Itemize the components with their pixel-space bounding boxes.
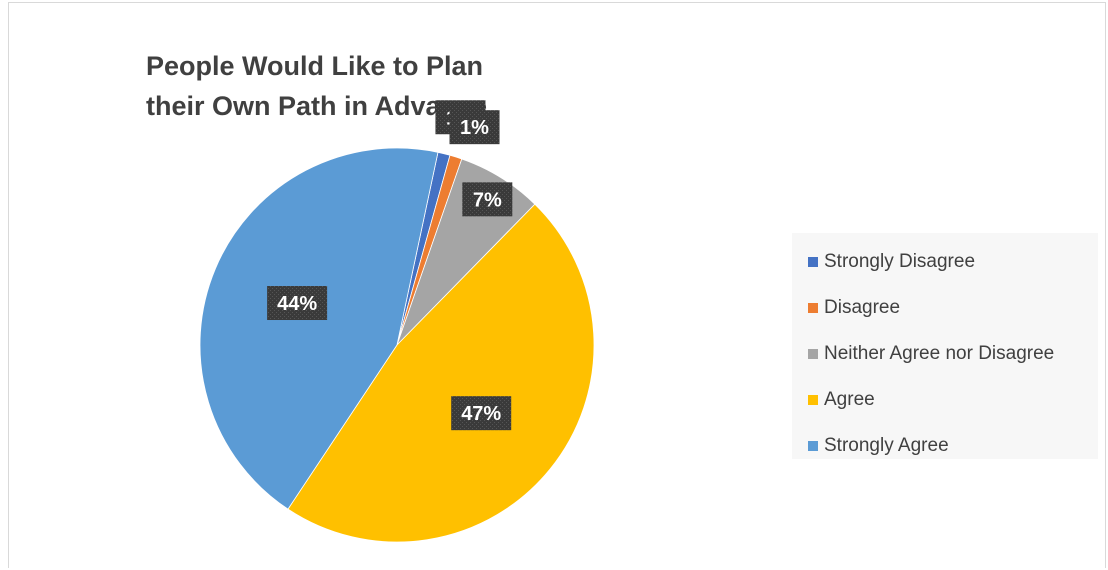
legend-label: Strongly Disagree: [824, 251, 976, 272]
data-label-neither-agree-nor-disagree: 7%: [462, 182, 513, 217]
data-label-text: 1%: [460, 117, 489, 139]
data-label-disagree: 1%: [449, 110, 500, 145]
legend-item-strongly-agree: Strongly Agree: [792, 423, 1098, 469]
pie-slices: [199, 147, 595, 543]
legend-swatch-agree: [808, 395, 818, 405]
data-label-agree: 47%: [451, 396, 512, 431]
legend-label: Strongly Agree: [824, 435, 949, 456]
chart-frame: [8, 2, 1106, 568]
pie-data-labels: 1%1%7%47%44%: [267, 100, 513, 431]
data-label-box: [449, 110, 500, 145]
data-label-text: 44%: [277, 293, 317, 315]
legend-item-agree: Agree: [792, 377, 1098, 423]
chart-title-line-1: People Would Like to Plan: [146, 51, 484, 81]
legend-swatch-disagree: [808, 303, 818, 313]
data-label-text: 7%: [473, 189, 502, 211]
pie-slice-strongly-agree: [199, 147, 439, 510]
data-label-strongly-agree: 44%: [267, 286, 328, 321]
chart-title: People Would Like to Plan their Own Path…: [146, 46, 606, 126]
legend-label: Neither Agree nor Disagree: [824, 343, 1055, 364]
legend: Strongly Disagree Disagree Neither Agree…: [792, 233, 1098, 459]
legend-label: Disagree: [824, 297, 901, 318]
data-label-box: [267, 286, 328, 321]
legend-item-disagree: Disagree: [792, 285, 1098, 331]
data-label-text: 47%: [461, 403, 501, 425]
legend-swatch-strongly-agree: [808, 441, 818, 451]
legend-item-strongly-disagree: Strongly Disagree: [792, 239, 1098, 285]
legend-swatch-strongly-disagree: [808, 257, 818, 267]
legend-label: Agree: [824, 389, 875, 410]
data-label-box: [462, 182, 513, 217]
data-label-box: [451, 396, 512, 431]
pie-slice-agree: [287, 203, 595, 543]
legend-item-neither: Neither Agree nor Disagree: [792, 331, 1098, 377]
legend-swatch-neither: [808, 349, 818, 359]
